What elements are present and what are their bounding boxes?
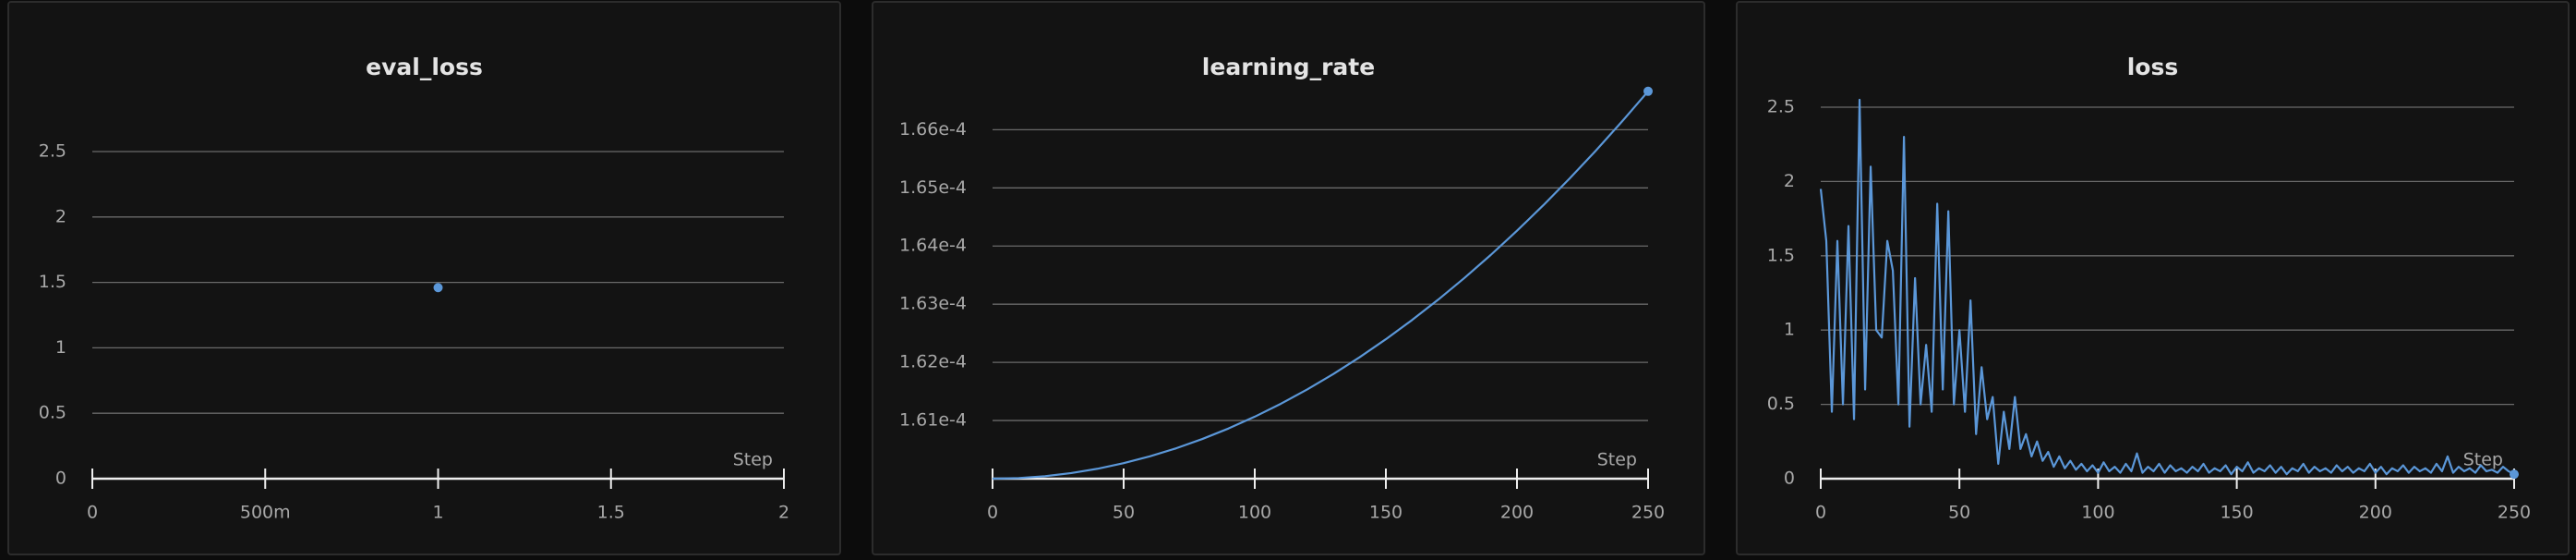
panel xyxy=(872,1,1705,555)
y-tick-label: 1.5 xyxy=(39,272,66,292)
panel xyxy=(7,1,841,555)
y-tick-label: 1 xyxy=(55,337,66,358)
y-tick-label: 0 xyxy=(1784,469,1795,489)
x-tick-label: 500m xyxy=(240,503,291,523)
y-tick-label: 0 xyxy=(55,469,66,489)
panel xyxy=(1736,1,2570,555)
x-tick-label: 0 xyxy=(987,503,998,523)
y-tick-label: 1.66e-4 xyxy=(899,119,967,140)
x-tick-label: 250 xyxy=(1631,503,1665,523)
chart-title: eval_loss xyxy=(366,54,483,80)
y-tick-label: 1.63e-4 xyxy=(899,294,967,314)
x-tick-label: 100 xyxy=(2081,503,2114,523)
x-tick-label: 1.5 xyxy=(597,503,625,523)
point-marker xyxy=(2510,469,2519,480)
x-tick-label: 150 xyxy=(1369,503,1402,523)
x-axis-label: Step xyxy=(1597,450,1637,470)
x-tick-label: 100 xyxy=(1238,503,1271,523)
loss-line xyxy=(1819,98,2515,476)
x-tick-label: 1 xyxy=(432,503,443,523)
x-tick-label: 200 xyxy=(2359,503,2392,523)
y-tick-label: 1.5 xyxy=(1767,245,1795,265)
loss-line xyxy=(992,91,1649,481)
y-tick-label: 2 xyxy=(1784,171,1795,191)
x-tick-label: 0 xyxy=(87,503,98,523)
x-tick-label: 2 xyxy=(778,503,789,523)
x-tick-label: 0 xyxy=(1815,503,1826,523)
x-axis-label: Step xyxy=(2463,450,2503,470)
chart-title: learning_rate xyxy=(1202,54,1375,80)
y-tick-label: 2.5 xyxy=(39,141,66,162)
x-tick-label: 50 xyxy=(1948,503,1970,523)
y-tick-label: 0.5 xyxy=(39,403,66,423)
y-tick-label: 2.5 xyxy=(1767,97,1795,117)
y-tick-label: 1 xyxy=(1784,320,1795,340)
x-tick-label: 150 xyxy=(2220,503,2253,523)
x-tick-label: 250 xyxy=(2498,503,2531,523)
x-tick-label: 200 xyxy=(1500,503,1534,523)
chart-title: loss xyxy=(2127,54,2179,80)
y-tick-label: 1.65e-4 xyxy=(899,177,967,198)
y-tick-label: 2 xyxy=(55,206,66,226)
x-tick-label: 50 xyxy=(1113,503,1135,523)
y-tick-label: 1.61e-4 xyxy=(899,410,967,431)
y-tick-label: 1.62e-4 xyxy=(899,352,967,372)
x-axis-label: Step xyxy=(733,450,773,470)
point-marker xyxy=(433,283,443,293)
y-tick-label: 1.64e-4 xyxy=(899,236,967,256)
point-marker xyxy=(1643,86,1653,96)
y-tick-label: 0.5 xyxy=(1767,394,1795,414)
